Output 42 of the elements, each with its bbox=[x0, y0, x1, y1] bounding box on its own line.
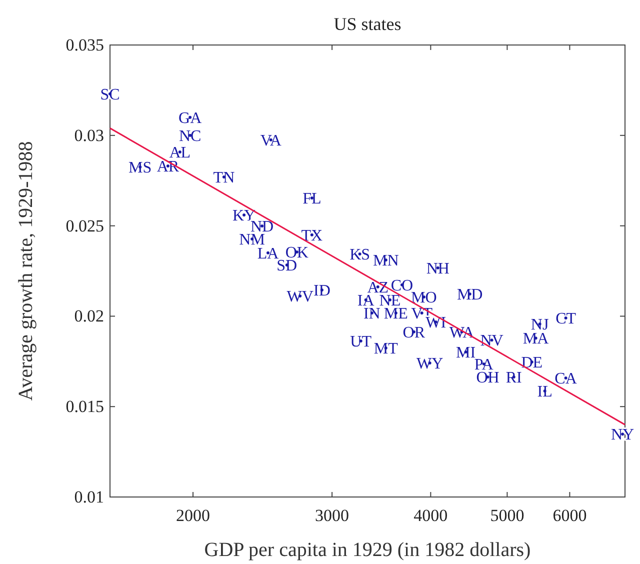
data-label: OR bbox=[402, 324, 426, 342]
data-label: MT bbox=[374, 340, 398, 358]
data-label: NC bbox=[178, 128, 202, 145]
x-axis-title: GDP per capita in 1929 (in 1982 dollars) bbox=[204, 539, 531, 561]
data-label: MS bbox=[128, 160, 152, 177]
data-label: MI bbox=[456, 344, 476, 362]
data-label: MD bbox=[456, 286, 483, 304]
data-label: WV bbox=[286, 288, 314, 306]
y-tick-label: 0.025 bbox=[66, 216, 104, 236]
data-label: FL bbox=[302, 190, 322, 208]
data-label: IN bbox=[363, 306, 381, 323]
data-label: VA bbox=[260, 132, 282, 150]
data-label: GA bbox=[178, 110, 202, 127]
data-label: NM bbox=[239, 232, 265, 249]
y-tick-label: 0.035 bbox=[66, 35, 104, 54]
y-tick-label: 0.01 bbox=[74, 487, 104, 506]
data-label: KS bbox=[350, 246, 370, 264]
data-label: WY bbox=[416, 356, 444, 373]
data-label: UT bbox=[350, 334, 372, 351]
data-label: NH bbox=[426, 260, 450, 278]
y-tick-label: 0.03 bbox=[74, 126, 104, 145]
data-label: CA bbox=[554, 370, 578, 388]
y-tick-label: 0.02 bbox=[74, 306, 104, 326]
data-label: TX bbox=[301, 227, 324, 244]
x-tick-label: 6000 bbox=[552, 506, 587, 526]
data-label: CT bbox=[556, 310, 576, 328]
chart-title: US states bbox=[334, 14, 402, 34]
data-label: OH bbox=[476, 370, 500, 387]
data-label: MO bbox=[411, 290, 437, 307]
x-tick-label: 4000 bbox=[414, 506, 448, 526]
data-label: TN bbox=[213, 170, 236, 187]
data-label: ME bbox=[384, 306, 408, 323]
data-label: ID bbox=[313, 282, 330, 300]
y-tick-label: 0.015 bbox=[66, 397, 104, 416]
x-tick-label: 3000 bbox=[315, 506, 350, 526]
data-label: NV bbox=[480, 332, 504, 350]
data-label: MN bbox=[372, 252, 400, 270]
data-label: RI bbox=[506, 370, 522, 387]
data-label: SD bbox=[276, 258, 298, 275]
x-tick-label: 5000 bbox=[490, 506, 524, 526]
x-tick-label: 2000 bbox=[176, 506, 210, 526]
y-axis-title: Average growth rate, 1929-1988 bbox=[15, 141, 37, 401]
